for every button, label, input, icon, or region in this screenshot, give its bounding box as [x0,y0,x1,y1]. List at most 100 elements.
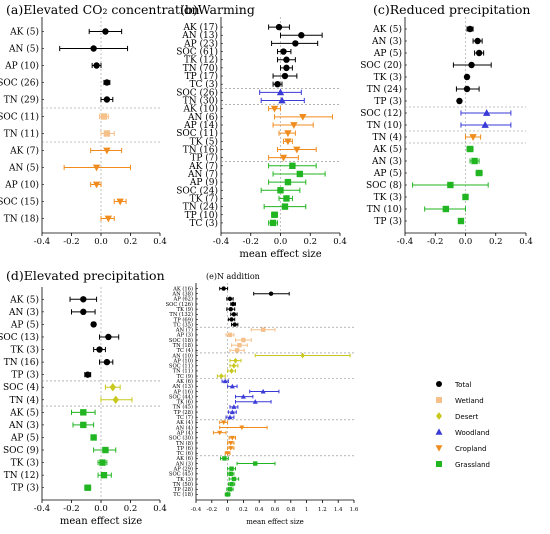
row-label-d: AK (5) [9,407,39,418]
x-tick-label-e: 0 [226,507,230,513]
row-label-e: SOC (18) [169,337,193,344]
row-label-e: AP (16) [172,388,193,395]
x-tick-label-e: 1.6 [350,507,359,513]
row-label-b: AN (7) [187,169,218,180]
mean-point-c [466,25,474,33]
mean-point-e [237,342,242,348]
mean-point-d [105,333,112,341]
row-label-b: TP (17) [185,71,218,82]
mean-point-b [274,81,281,88]
row-label-e: AP (3) [176,332,193,339]
row-label-a: TN (18) [4,214,39,225]
legend-label: Woodland [455,429,490,437]
mean-point-c [475,169,483,177]
row-label-e: SOC (45) [169,471,193,478]
row-label-d: TP (3) [11,483,39,494]
row-label-d: TP (3) [11,370,39,381]
row-label-e: TN (132) [169,311,193,318]
row-label-e: SOC (126) [166,301,193,308]
mean-point-b [284,138,292,146]
mean-point-e [230,301,236,307]
panel-title-e: (e)N addition [206,272,260,281]
mean-point-e [221,286,226,291]
mean-point-d [90,434,97,441]
row-label-e: TC (4) [177,347,193,354]
mean-point-c [469,134,477,141]
mean-point-e [229,317,234,322]
mean-point-c [475,49,483,57]
x-tick-label-e: 1 [305,507,309,513]
legend-marker [435,428,443,435]
panel-title-b: (b)Warming [180,2,255,17]
mean-point-b [281,72,289,80]
mean-point-b [277,187,284,194]
mean-point-e [233,357,238,364]
row-label-d: TK (3) [11,458,39,469]
mean-point-a [103,130,111,137]
row-label-d: SOC (4) [3,382,39,393]
mean-point-c [456,97,463,105]
mean-point-d [80,296,87,303]
mean-point-b [292,40,299,47]
row-label-b: TN (30) [183,96,218,107]
mean-point-b [270,105,279,113]
mean-point-a [93,62,100,69]
x-axis-label-e: mean effect size [246,518,304,526]
row-label-a: AK (5) [9,27,39,38]
row-label-d: TN (16) [4,357,39,368]
row-label-a: AP (10) [4,180,39,191]
x-tick-label-b: -0.2 [243,237,259,247]
row-label-a: SOC (26) [0,78,39,89]
mean-point-e [221,420,227,426]
row-label-e: TK (9) [177,306,193,313]
row-label-e: TK (3) [177,476,193,483]
mean-point-e [229,409,235,415]
mean-point-b [293,146,301,154]
legend-marker [435,445,443,452]
row-label-b: SOC (11) [176,128,218,139]
mean-point-e [228,306,233,312]
row-label-e: TP (28) [174,486,193,493]
mean-point-e [232,322,237,327]
x-tick-label-e: 0.6 [271,507,280,513]
row-label-b: TC (3) [190,79,219,90]
mean-point-e [239,425,245,431]
mean-point-d [80,308,87,316]
x-tick-label-a: -0.4 [34,237,50,247]
x-tick-label-a: 0.4 [153,237,167,247]
row-label-c: AN (3) [371,156,402,167]
mean-point-b [279,154,288,162]
row-label-a: AP (10) [4,61,39,72]
mean-point-e [227,332,233,338]
mean-point-d [109,383,116,392]
row-label-e: TC (6) [177,450,193,457]
mean-point-b [284,178,292,186]
row-label-c: TK (3) [374,72,402,83]
legend-label: Desert [455,413,479,421]
mean-point-b [281,203,289,210]
row-label-e: TP (69) [174,316,193,323]
mean-point-a [92,164,101,172]
row-label-b: TK (7) [190,193,218,204]
mean-point-c [457,217,465,225]
mean-point-e [228,440,234,446]
row-label-d: AN (3) [8,307,39,318]
row-label-d: SOC (9) [3,445,39,456]
row-label-e: TN (8) [176,440,193,447]
x-axis-label-d: mean effect size [60,516,142,527]
legend-label: Grassland [455,461,490,469]
mean-point-e [229,368,234,374]
row-label-e: AN (4) [175,424,193,431]
mean-point-e [228,471,233,477]
x-tick-label-d: -0.2 [63,504,79,514]
row-label-d: AP (5) [10,319,39,330]
row-label-e: TC (18) [173,491,193,498]
mean-point-b [284,130,292,137]
row-label-c: TN (10) [367,120,402,131]
panel-c: (c)Reduced precipitation -0.4 -0.2 0.0 0.2 0.… [360,2,533,247]
row-label-b: AK (7) [188,161,218,172]
row-label-c: AP (5) [373,168,402,179]
row-label-e: AK (6) [175,455,193,462]
row-label-e: AP (10) [172,357,193,364]
